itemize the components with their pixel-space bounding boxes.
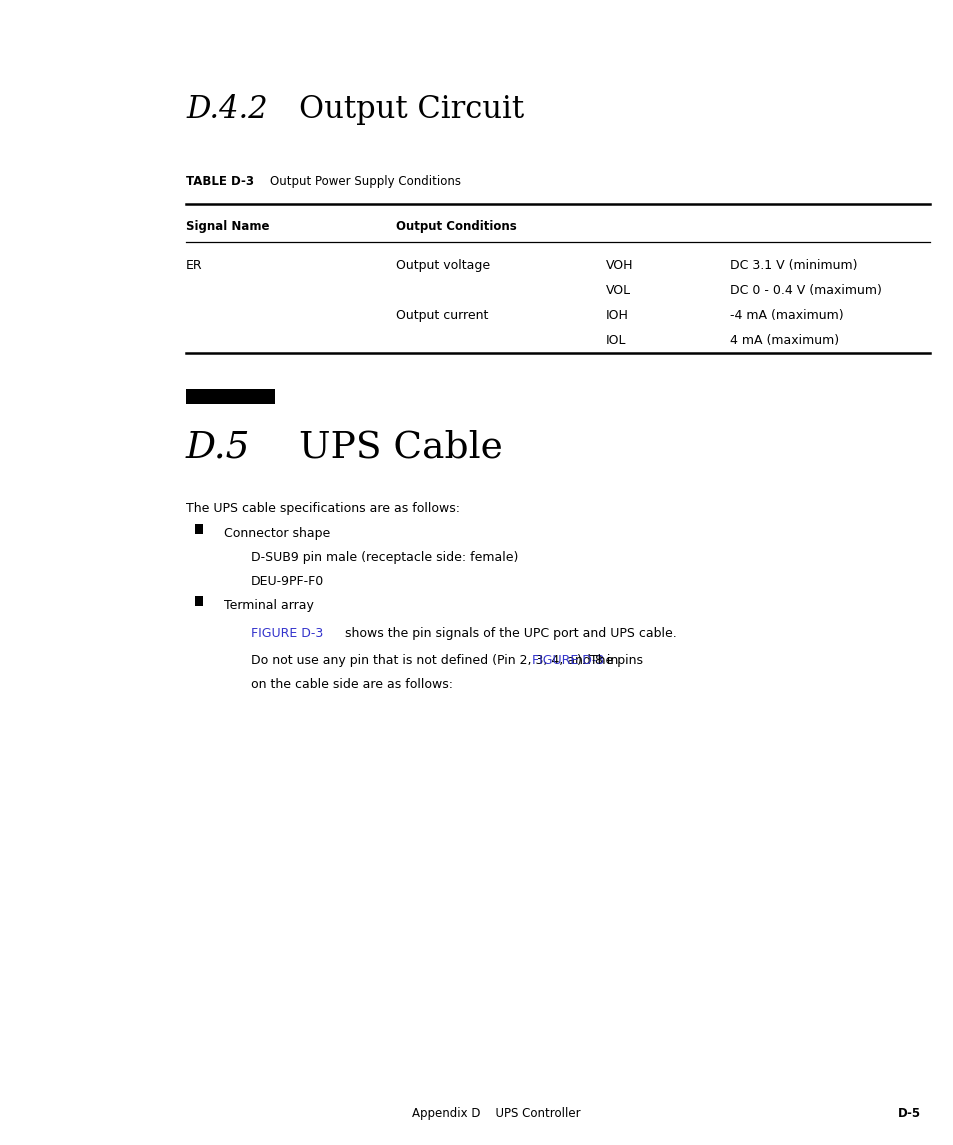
Text: DC 0 - 0.4 V (maximum): DC 0 - 0.4 V (maximum) xyxy=(729,284,881,297)
Text: -4 mA (maximum): -4 mA (maximum) xyxy=(729,309,842,322)
Bar xyxy=(186,389,274,404)
Bar xyxy=(194,597,203,607)
Text: FIGURE D-3: FIGURE D-3 xyxy=(531,654,603,666)
Text: DC 3.1 V (minimum): DC 3.1 V (minimum) xyxy=(729,259,857,271)
Text: ER: ER xyxy=(186,259,202,271)
Text: D-5: D-5 xyxy=(897,1107,920,1120)
Text: VOH: VOH xyxy=(605,259,633,271)
Text: VOL: VOL xyxy=(605,284,630,297)
Text: shows the pin signals of the UPC port and UPS cable.: shows the pin signals of the UPC port an… xyxy=(340,627,676,640)
Text: D.5: D.5 xyxy=(186,429,251,465)
Text: FIGURE D-3: FIGURE D-3 xyxy=(251,627,323,640)
Text: Output Conditions: Output Conditions xyxy=(395,220,517,232)
Text: Signal Name: Signal Name xyxy=(186,220,270,232)
Text: Output Circuit: Output Circuit xyxy=(298,94,523,125)
Text: D-SUB9 pin male (receptacle side: female): D-SUB9 pin male (receptacle side: female… xyxy=(251,551,517,563)
Text: IOH: IOH xyxy=(605,309,628,322)
Text: IOL: IOL xyxy=(605,334,625,347)
Text: Connector shape: Connector shape xyxy=(224,527,330,539)
Text: 4 mA (maximum): 4 mA (maximum) xyxy=(729,334,838,347)
Text: on the cable side are as follows:: on the cable side are as follows: xyxy=(251,678,453,690)
Text: Terminal array: Terminal array xyxy=(224,599,314,611)
Text: ). The pins: ). The pins xyxy=(577,654,642,666)
Bar xyxy=(194,524,203,534)
Text: Appendix D    UPS Controller: Appendix D UPS Controller xyxy=(412,1107,579,1120)
Text: DEU-9PF-F0: DEU-9PF-F0 xyxy=(251,575,324,587)
Text: Output Power Supply Conditions: Output Power Supply Conditions xyxy=(270,175,460,188)
Text: D.4.2: D.4.2 xyxy=(186,94,268,125)
Text: Output current: Output current xyxy=(395,309,488,322)
Text: TABLE D-3: TABLE D-3 xyxy=(186,175,253,188)
Text: Do not use any pin that is not defined (Pin 2, 3, 4, and 8 in: Do not use any pin that is not defined (… xyxy=(251,654,621,666)
Text: The UPS cable specifications are as follows:: The UPS cable specifications are as foll… xyxy=(186,502,459,514)
Text: UPS Cable: UPS Cable xyxy=(298,429,502,465)
Text: Output voltage: Output voltage xyxy=(395,259,490,271)
